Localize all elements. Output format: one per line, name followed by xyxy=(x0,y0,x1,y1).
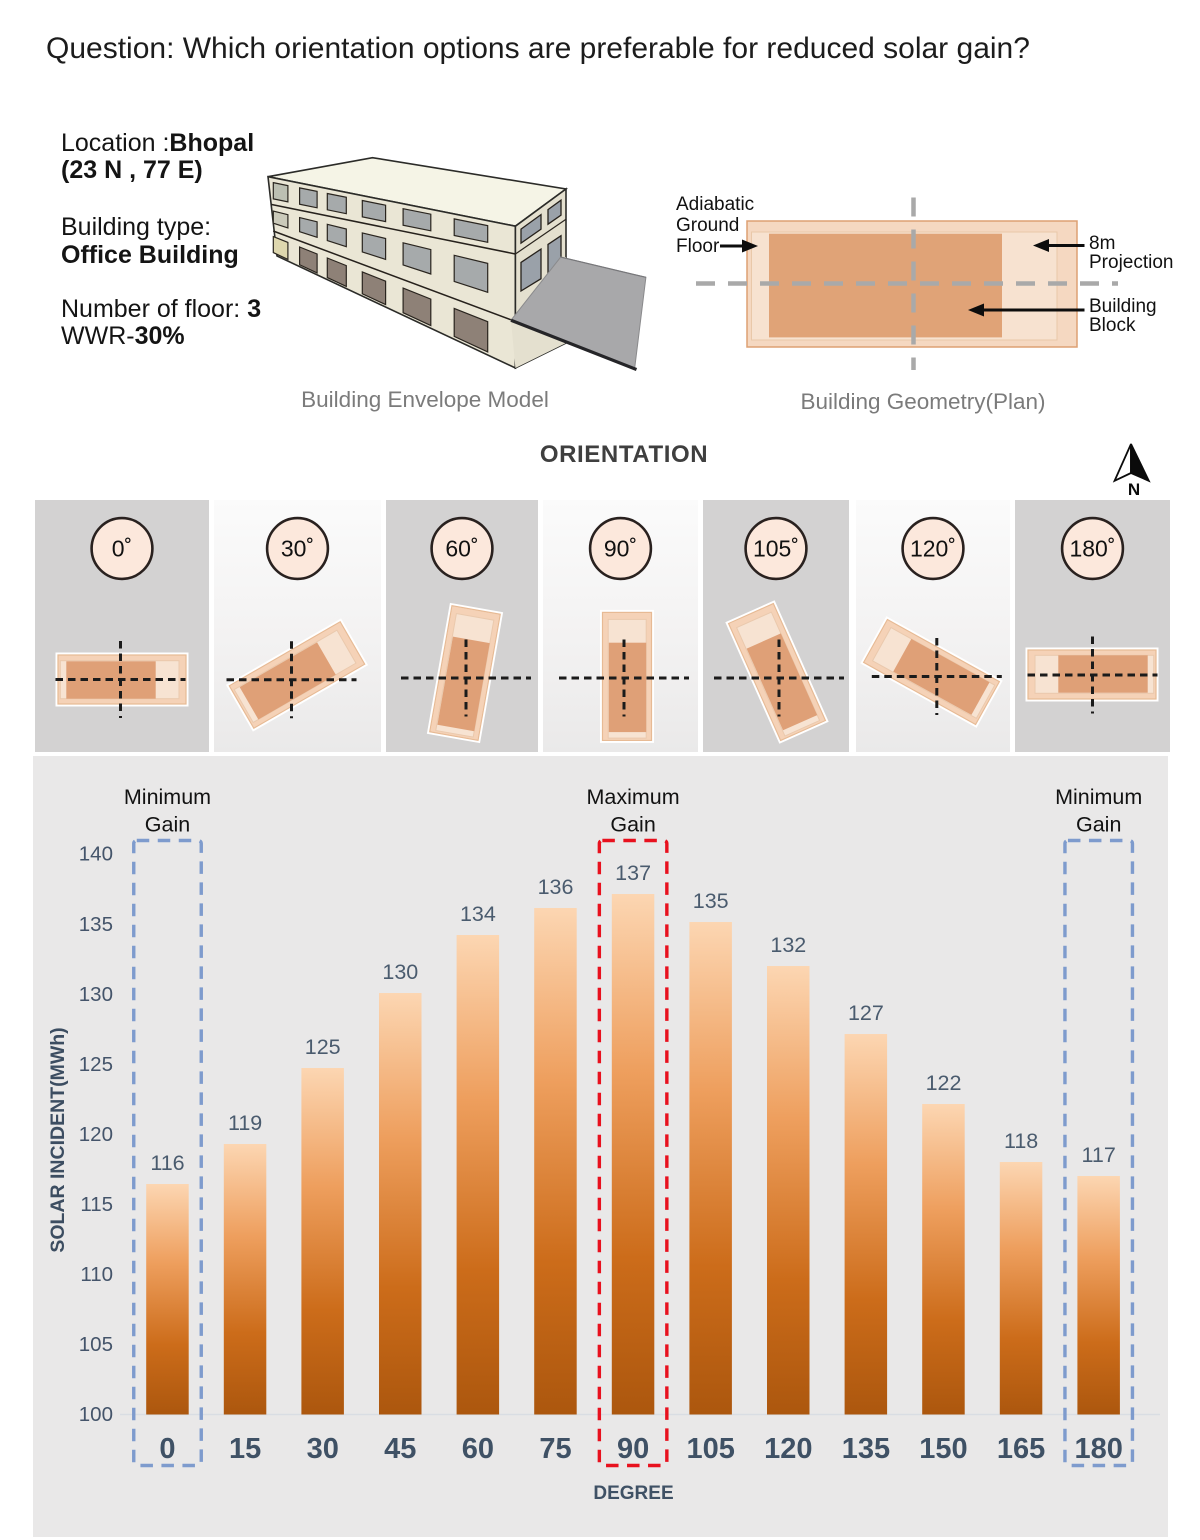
svg-text:118: 118 xyxy=(1004,1129,1038,1153)
svg-text:Minimum: Minimum xyxy=(1055,785,1142,809)
svg-text:130: 130 xyxy=(79,983,113,1006)
svg-text:0˚: 0˚ xyxy=(112,536,132,562)
svg-text:134: 134 xyxy=(460,902,496,926)
svg-text:125: 125 xyxy=(305,1035,341,1059)
svg-text:45: 45 xyxy=(384,1433,416,1465)
svg-text:60˚: 60˚ xyxy=(445,536,478,562)
svg-text:180: 180 xyxy=(1075,1433,1123,1465)
svg-text:0: 0 xyxy=(159,1433,175,1465)
svg-text:100: 100 xyxy=(79,1403,113,1426)
svg-text:127: 127 xyxy=(848,1001,884,1025)
svg-text:119: 119 xyxy=(228,1111,262,1135)
svg-text:Gain: Gain xyxy=(1076,813,1121,837)
svg-text:90: 90 xyxy=(617,1433,649,1465)
svg-text:130: 130 xyxy=(382,960,418,984)
svg-text:N: N xyxy=(1128,480,1140,499)
svg-text:120˚: 120˚ xyxy=(910,536,956,562)
svg-text:60: 60 xyxy=(462,1433,494,1465)
svg-text:165: 165 xyxy=(997,1433,1045,1465)
svg-text:125: 125 xyxy=(79,1053,113,1076)
svg-text:135: 135 xyxy=(693,889,729,913)
svg-text:135: 135 xyxy=(79,913,113,936)
svg-text:DEGREE: DEGREE xyxy=(593,1483,673,1504)
svg-text:Maximum: Maximum xyxy=(587,785,680,809)
svg-text:30: 30 xyxy=(307,1433,339,1465)
svg-text:150: 150 xyxy=(919,1433,967,1465)
svg-text:105: 105 xyxy=(79,1333,113,1356)
svg-text:Gain: Gain xyxy=(610,813,655,837)
svg-text:116: 116 xyxy=(150,1151,184,1175)
svg-text:120: 120 xyxy=(764,1433,812,1465)
svg-text:140: 140 xyxy=(79,843,113,866)
svg-text:Minimum: Minimum xyxy=(124,785,211,809)
svg-text:137: 137 xyxy=(615,861,651,885)
svg-text:105˚: 105˚ xyxy=(753,536,799,562)
svg-text:115: 115 xyxy=(80,1193,113,1216)
svg-text:90˚: 90˚ xyxy=(604,536,637,562)
svg-text:SOLAR INCIDENT(MWh): SOLAR INCIDENT(MWh) xyxy=(47,1027,69,1252)
svg-text:122: 122 xyxy=(926,1071,962,1095)
svg-text:30˚: 30˚ xyxy=(281,536,314,562)
svg-text:180˚: 180˚ xyxy=(1069,536,1115,562)
svg-text:132: 132 xyxy=(770,933,806,957)
svg-text:105: 105 xyxy=(687,1433,735,1465)
svg-text:117: 117 xyxy=(1082,1143,1116,1167)
svg-text:136: 136 xyxy=(538,875,574,899)
svg-text:120: 120 xyxy=(79,1123,113,1146)
svg-text:110: 110 xyxy=(80,1263,113,1286)
svg-text:Gain: Gain xyxy=(145,813,190,837)
svg-text:135: 135 xyxy=(842,1433,890,1465)
svg-text:75: 75 xyxy=(539,1433,571,1465)
svg-text:15: 15 xyxy=(229,1433,261,1465)
